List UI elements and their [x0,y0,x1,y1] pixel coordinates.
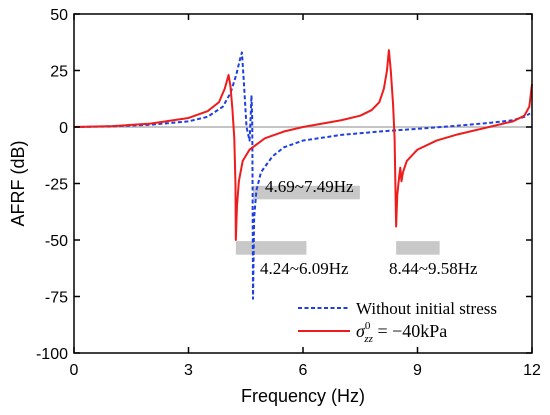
y-axis-title: AFRF (dB) [8,140,28,226]
x-axis-title: Frequency (Hz) [241,386,365,406]
y-tick-label-5: -75 [45,290,68,307]
y-tick-label-1: 25 [50,64,68,81]
y-tick-label-4: -50 [45,233,68,250]
y-tick-label-0: 50 [50,7,68,24]
stopband-3 [396,241,440,255]
legend-label-red: σ0 zz = −40kPa [356,320,447,345]
y-tick-label-6: -100 [36,346,68,363]
stopband-2 [235,241,307,255]
series-line-red [73,49,533,241]
x-tick-label-1: 3 [184,362,193,379]
x-tick-label-3: 9 [413,362,422,379]
legend: Without initial stress σ0 zz = −40kPa [298,299,497,345]
x-tick-label-2: 6 [299,362,308,379]
tick-layer: 0 3 6 9 12 50 25 0 -25 -50 -75 -100 [36,7,541,379]
stopband-label-2: 4.24~6.09Hz [260,259,349,278]
series-layer [73,49,533,300]
stopband-layer [235,185,440,255]
stopband-label-1: 4.69~7.49Hz [265,177,354,196]
stopband-1 [253,185,360,200]
y-tick-label-2: 0 [59,120,68,137]
x-tick-label-4: 12 [523,362,541,379]
legend-label-blue: Without initial stress [356,299,497,318]
x-tick-label-0: 0 [70,362,79,379]
stopband-label-3: 8.44~9.58Hz [389,259,478,278]
annotation-layer: 4.69~7.49Hz 4.24~6.09Hz 8.44~9.58Hz [260,177,478,278]
y-tick-label-3: -25 [45,177,68,194]
series-line-blue [73,51,531,300]
